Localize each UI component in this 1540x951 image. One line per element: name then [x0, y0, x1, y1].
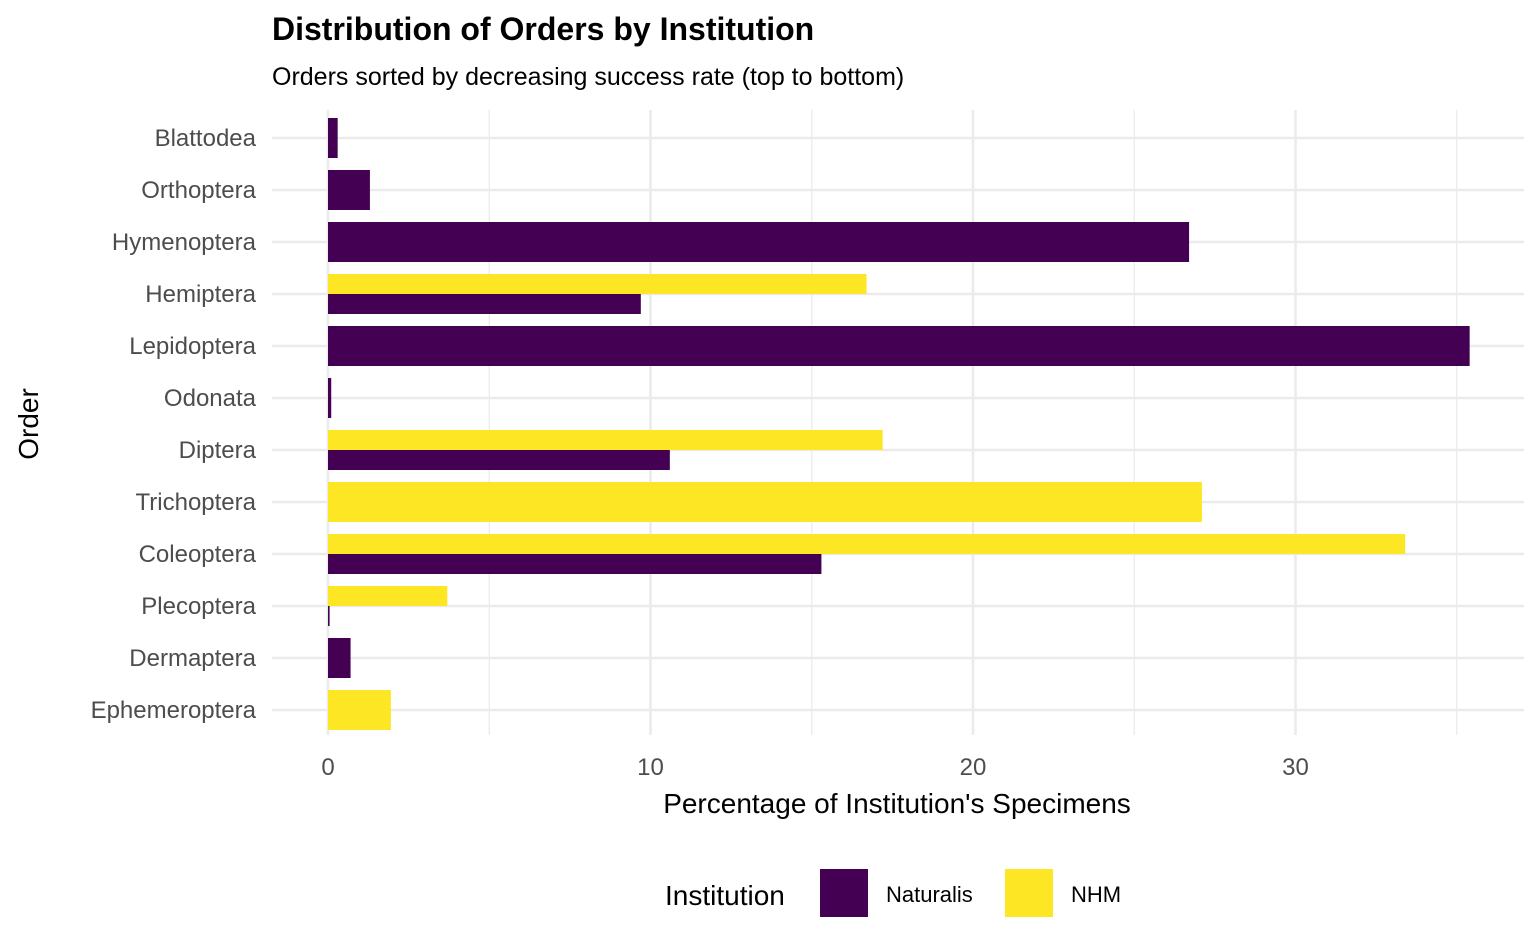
y-tick-label: Ephemeroptera: [91, 697, 257, 724]
x-axis-title: Percentage of Institution's Specimens: [663, 788, 1131, 819]
bar-naturalis-hymenoptera: [328, 222, 1190, 262]
y-tick-label: Dermaptera: [129, 645, 256, 672]
y-tick-label: Orthoptera: [141, 177, 256, 204]
x-tick-label: 20: [960, 754, 987, 781]
x-tick-label: 0: [321, 754, 334, 781]
legend: Institution Naturalis NHM: [665, 869, 1121, 917]
y-tick-label: Coleoptera: [139, 541, 257, 568]
bar-nhm-plecoptera: [328, 586, 448, 606]
legend-label-naturalis: Naturalis: [886, 882, 973, 907]
bar-nhm-diptera: [328, 430, 883, 450]
bar-naturalis-plecoptera: [328, 606, 330, 626]
y-tick-label: Odonata: [164, 385, 257, 412]
legend-label-nhm: NHM: [1071, 882, 1121, 907]
bar-nhm-hemiptera: [328, 274, 867, 294]
bars: [328, 118, 1470, 730]
bar-naturalis-hemiptera: [328, 294, 641, 314]
y-tick-label: Diptera: [179, 437, 257, 464]
y-tick-label: Blattodea: [155, 125, 257, 152]
bar-nhm-ephemeroptera: [328, 690, 391, 730]
chart-subtitle: Orders sorted by decreasing success rate…: [272, 63, 904, 91]
y-axis-title: Order: [13, 388, 44, 460]
bar-naturalis-dermaptera: [328, 638, 351, 678]
bar-naturalis-orthoptera: [328, 170, 370, 210]
y-tick-label: Hemiptera: [145, 281, 256, 308]
bar-naturalis-lepidoptera: [328, 326, 1470, 366]
y-axis-ticks: Blattodea Orthoptera Hymenoptera Hemiptera L…: [91, 125, 257, 724]
y-tick-label: Plecoptera: [141, 593, 256, 620]
legend-key-naturalis: [820, 869, 868, 917]
x-tick-label: 10: [637, 754, 664, 781]
bar-naturalis-blattodea: [328, 118, 338, 158]
grid: [272, 110, 1524, 735]
x-axis-ticks: 0 10 20 30: [321, 754, 1309, 781]
bar-naturalis-diptera: [328, 450, 670, 470]
legend-key-nhm: [1005, 869, 1053, 917]
chart-title: Distribution of Orders by Institution: [272, 11, 814, 47]
y-tick-label: Lepidoptera: [129, 333, 256, 360]
bar-naturalis-coleoptera: [328, 554, 822, 574]
bar-nhm-trichoptera: [328, 482, 1202, 522]
bar-naturalis-odonata: [328, 378, 332, 418]
y-tick-label: Trichoptera: [136, 489, 257, 516]
legend-title: Institution: [665, 880, 785, 911]
y-tick-label: Hymenoptera: [112, 229, 257, 256]
x-tick-label: 30: [1282, 754, 1309, 781]
bar-nhm-coleoptera: [328, 534, 1406, 554]
